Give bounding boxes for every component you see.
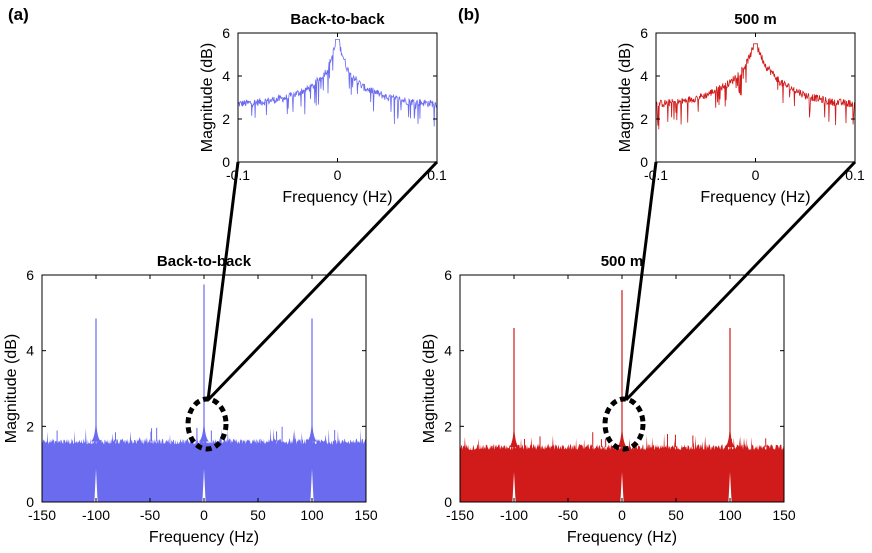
y-axis-label: Magnitude (dB) <box>199 43 216 152</box>
chart-title: Back-to-back <box>290 11 385 28</box>
plot-content <box>238 39 437 127</box>
plot-b-main: -150 -100 -50 0 50 100 150 0 2 4 6 500 m Frequency (… <box>421 253 796 546</box>
x-tick-label: 0.1 <box>845 167 865 183</box>
x-axis-label: Frequency (Hz) <box>567 529 677 546</box>
plot-a-main: -150 -100 -50 0 50 100 150 0 2 4 6 Back-to-back Freq… <box>3 253 378 546</box>
y-tick-label: 4 <box>26 343 34 359</box>
y-tick-label: 2 <box>222 111 230 127</box>
y-tick-label: 6 <box>444 267 452 283</box>
x-axis-label: Frequency (Hz) <box>282 189 392 206</box>
y-tick-label: 0 <box>222 154 230 170</box>
x-tick-label: 50 <box>668 507 684 523</box>
peak-notch <box>512 471 516 502</box>
x-tick-label: 50 <box>250 507 266 523</box>
x-tick-label: -100 <box>500 507 528 523</box>
chart-title: 500 m <box>601 253 644 270</box>
x-tick-label: 100 <box>300 507 324 523</box>
plot-content <box>460 290 784 502</box>
peak-skirt <box>307 411 317 442</box>
y-tick-label: 6 <box>26 267 34 283</box>
y-tick-label: 6 <box>222 25 230 41</box>
x-tick-label: 150 <box>354 507 378 523</box>
y-tick-label: 4 <box>640 68 648 84</box>
peak-skirt <box>509 416 519 448</box>
y-tick-label: 0 <box>444 494 452 510</box>
zoom-connector-a-left <box>206 161 240 401</box>
peak-skirt <box>725 416 735 448</box>
peak-notch <box>310 468 314 502</box>
spectrum-line <box>656 43 855 130</box>
peak-notch <box>728 471 732 502</box>
y-axis-label: Magnitude (dB) <box>3 334 20 443</box>
peak-notch <box>94 468 98 502</box>
y-axis-label: Magnitude (dB) <box>421 334 438 443</box>
zoom-connector-b-left <box>624 161 658 401</box>
x-tick-label: 0 <box>200 507 208 523</box>
peak-skirt <box>617 416 627 448</box>
x-axis-label: Frequency (Hz) <box>149 529 259 546</box>
peak-notch <box>202 468 206 502</box>
x-tick-label: -0.1 <box>644 167 668 183</box>
y-tick-label: 6 <box>640 25 648 41</box>
peak-skirt <box>91 411 101 442</box>
x-tick-label: -50 <box>558 507 578 523</box>
y-axis-label: Magnitude (dB) <box>617 43 634 152</box>
peak-skirt <box>199 411 209 442</box>
x-tick-label: 0 <box>618 507 626 523</box>
panel-label-b: (b) <box>458 5 480 24</box>
y-tick-label: 0 <box>26 494 34 510</box>
x-tick-label: 100 <box>718 507 742 523</box>
zoom-region-marker-a <box>185 396 229 452</box>
x-tick-label: 0 <box>752 167 760 183</box>
chart-title: 500 m <box>734 11 777 28</box>
y-tick-label: 2 <box>26 418 34 434</box>
x-tick-label: 0.1 <box>427 167 447 183</box>
x-tick-label: -0.1 <box>226 167 250 183</box>
x-tick-label: -150 <box>446 507 474 523</box>
x-tick-label: -100 <box>82 507 110 523</box>
zoom-connector-b-right <box>624 160 857 402</box>
zoom-region-marker-b <box>602 396 646 452</box>
chart-title: Back-to-back <box>157 253 252 270</box>
plot-content <box>42 284 366 502</box>
y-tick-label: 2 <box>640 111 648 127</box>
plot-content <box>656 43 855 130</box>
spectrum-line <box>238 39 437 127</box>
peak-notch <box>620 471 624 502</box>
y-tick-label: 4 <box>222 68 230 84</box>
axes-frame <box>237 32 438 163</box>
axes-frame <box>655 32 856 163</box>
y-tick-label: 2 <box>444 418 452 434</box>
x-axis-label: Frequency (Hz) <box>700 189 810 206</box>
x-tick-label: 150 <box>772 507 796 523</box>
x-tick-label: 0 <box>334 167 342 183</box>
x-tick-label: -150 <box>28 507 56 523</box>
y-tick-label: 0 <box>640 154 648 170</box>
y-tick-label: 4 <box>444 343 452 359</box>
x-tick-label: -50 <box>140 507 160 523</box>
zoom-connector-a-right <box>206 160 439 402</box>
panel-label-a: (a) <box>8 5 29 24</box>
